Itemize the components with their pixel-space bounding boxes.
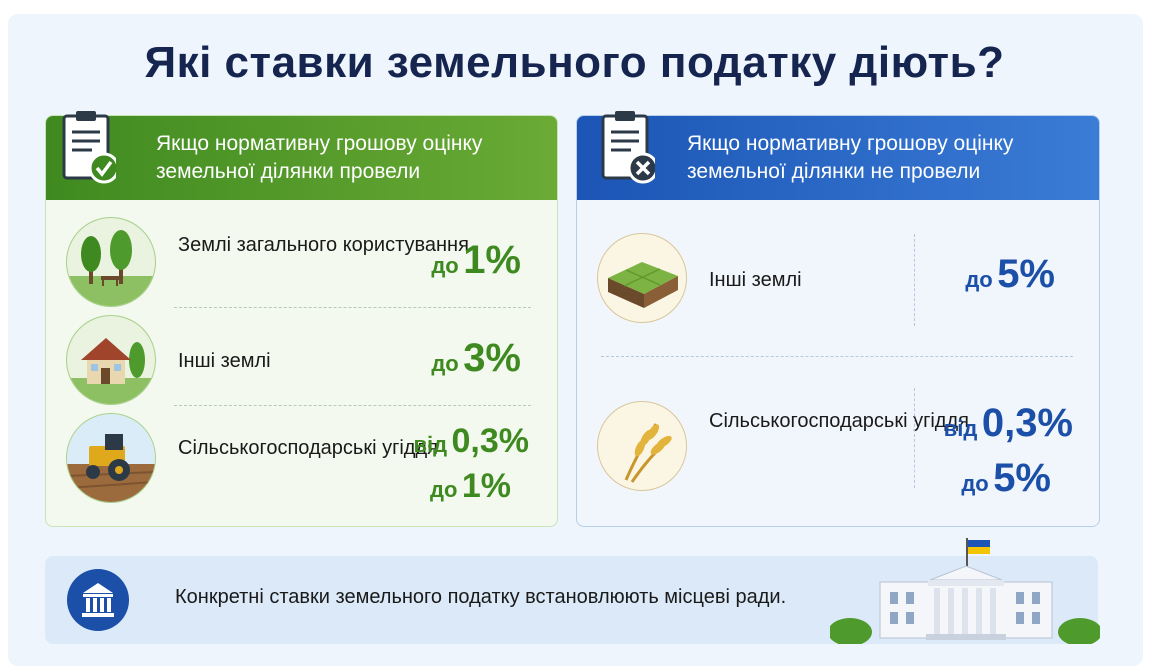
clipboard-x-icon <box>601 111 655 184</box>
rate-word: від <box>943 416 978 441</box>
rate-word: до <box>965 267 993 292</box>
rate-agricultural: від 0,3% до 1% <box>413 422 529 512</box>
rate-other-lands: до 5% <box>965 252 1055 297</box>
card-valuation-done: Якщо нормативну грошову оцінку земельної… <box>45 111 558 527</box>
rate-value: 1% <box>461 467 511 505</box>
rate-other-lands: до 3% <box>431 336 521 381</box>
row-divider <box>174 307 531 308</box>
row-label-other-lands: Інші землі <box>178 350 271 372</box>
rate-value: 5% <box>993 456 1051 500</box>
tractor-icon <box>66 413 156 503</box>
rate-value: 0,3% <box>981 401 1073 445</box>
park-trees-bench-icon <box>66 217 156 307</box>
rate-agricultural: від 0,3% до 5% <box>944 400 1073 510</box>
rate-public-lands: до 1% <box>431 238 521 283</box>
row-divider <box>174 405 531 406</box>
card-header-title: Якщо нормативну грошову оцінку земельної… <box>687 132 1014 183</box>
rate-word: від <box>413 432 448 457</box>
row-label-other-lands: Інші землі <box>709 269 802 291</box>
row-label-public-lands: Землі загального користування <box>178 234 469 256</box>
row-label-agricultural: Сільськогосподарські угіддя <box>709 410 969 432</box>
footer-note: Конкретні ставки земельного податку вста… <box>175 586 787 608</box>
card-valuation-not-done: Якщо нормативну грошову оцінку земельної… <box>576 111 1100 527</box>
card-header-title: Якщо нормативну грошову оцінку земельної… <box>156 132 483 183</box>
land-plot-icon <box>597 233 687 323</box>
row-divider <box>601 356 1073 357</box>
clipboard-check-icon <box>62 111 116 184</box>
house-icon <box>66 315 156 405</box>
rate-value: 3% <box>463 336 521 380</box>
government-building-icon <box>67 569 129 631</box>
rate-value: 0,3% <box>451 422 530 460</box>
wheat-icon <box>597 401 687 491</box>
rate-word: до <box>431 351 459 376</box>
council-building-illustration <box>830 538 1100 644</box>
rate-value: 5% <box>997 252 1055 296</box>
page-title: Які ставки земельного податку діють? <box>144 38 1005 87</box>
row-label-agricultural: Сільськогосподарські угіддя <box>178 437 438 459</box>
card-header-green: Якщо нормативну грошову оцінку земельної… <box>46 111 557 200</box>
rate-word: до <box>961 471 989 496</box>
column-divider <box>914 388 915 488</box>
card-header-blue: Якщо нормативну грошову оцінку земельної… <box>577 111 1099 200</box>
rate-word: до <box>430 477 458 502</box>
rate-word: до <box>431 253 459 278</box>
rate-value: 1% <box>463 238 521 282</box>
column-divider <box>914 234 915 326</box>
